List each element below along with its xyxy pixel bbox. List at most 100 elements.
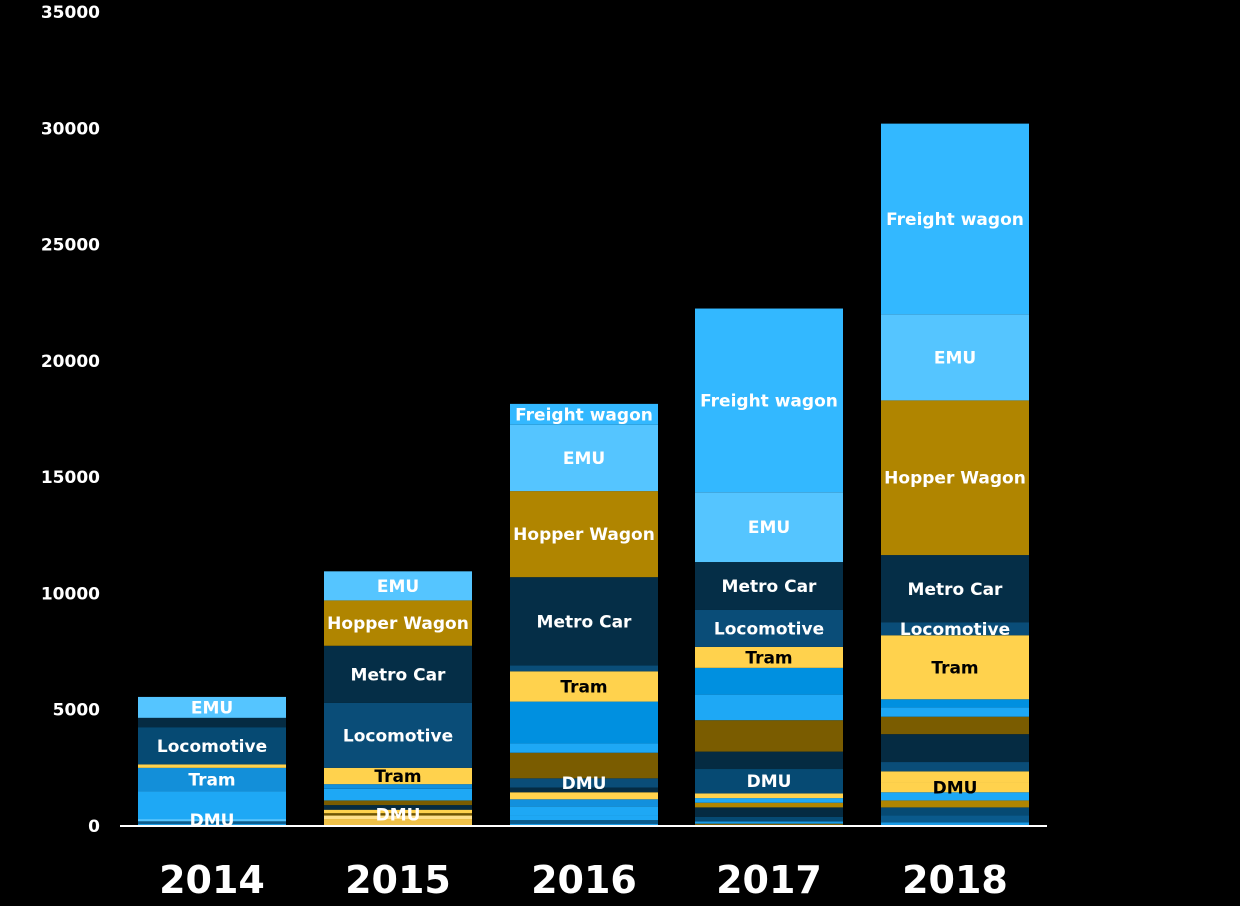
x-category-label: 2016	[531, 858, 637, 902]
bar-segment	[695, 308, 843, 493]
bar-segment	[510, 820, 658, 824]
bar-segment-label: EMU	[377, 577, 419, 597]
bar-segment	[881, 555, 1029, 623]
bar-segment-label: Hopper Wagon	[327, 614, 469, 634]
bar-stack-2017: DMU Tram Locomotive Metro Car EMU Freight wag…	[695, 308, 843, 826]
bar-segment-label: Freight wagon	[515, 405, 653, 425]
bar-segment	[324, 788, 472, 801]
bar-segment	[695, 562, 843, 610]
y-tick-label: 25000	[41, 236, 100, 256]
bar-segment-label: DMU	[933, 779, 978, 799]
bar-segment-label: Metro Car	[537, 612, 633, 632]
bar-segment-label: Metro Car	[722, 577, 818, 597]
x-category-label: 2017	[716, 858, 822, 902]
bar-segment	[324, 600, 472, 646]
bar-segment-label: Locomotive	[714, 619, 824, 639]
bar-segment-label: Locomotive	[900, 620, 1010, 640]
bar-segment	[324, 813, 472, 816]
bar-segment	[510, 701, 658, 744]
bar-segment	[695, 667, 843, 695]
bar-segment	[324, 819, 472, 826]
bar-segment	[324, 702, 472, 768]
bar-stack-2015: DMU Tram Locomotive Metro Car Hopper Wagon EM…	[324, 571, 472, 826]
bar-segment	[881, 782, 1029, 793]
bar-segment	[881, 400, 1029, 556]
bar-segment-label: Hopper Wagon	[884, 469, 1026, 489]
bar-segment	[510, 743, 658, 753]
bar-segment	[695, 807, 843, 817]
bar-segment-label: Hopper Wagon	[513, 525, 655, 545]
bar-segment	[881, 762, 1029, 772]
bar-segment	[881, 822, 1029, 826]
y-tick-label: 5000	[53, 701, 100, 721]
bar-segment	[138, 764, 286, 768]
bar-segment	[138, 819, 286, 822]
bar-segment	[510, 823, 658, 826]
bar-segment	[881, 807, 1029, 816]
bar-segment	[510, 787, 658, 793]
bar-segment	[695, 694, 843, 721]
bar-segment	[324, 645, 472, 703]
bar-segment	[881, 707, 1029, 717]
bar-segment	[138, 821, 286, 824]
y-tick-label: 0	[88, 817, 100, 837]
bar-segment	[510, 806, 658, 816]
bar-segment	[695, 492, 843, 563]
x-category-label: 2018	[902, 858, 1008, 902]
bar-segment	[510, 671, 658, 702]
bar-segment-label: DMU	[562, 774, 607, 794]
bar-segment	[510, 491, 658, 578]
bar-segment	[324, 805, 472, 810]
bar-segment	[695, 609, 843, 647]
bar-segment-label: Metro Car	[908, 580, 1004, 600]
bar-segment	[510, 424, 658, 492]
bar-segment	[881, 734, 1029, 763]
bar-segment	[881, 815, 1029, 823]
bar-segment-label: Tram	[560, 677, 607, 697]
bar-segment-label: Locomotive	[343, 726, 453, 746]
y-tick-label: 35000	[41, 3, 100, 23]
bar-segment	[510, 792, 658, 800]
bar-segment-label: Freight wagon	[886, 210, 1024, 230]
bar-stack-2016: DMU Tram Metro Car Hopper Wagon EMU Freight w…	[510, 403, 658, 826]
bar-segment	[881, 771, 1029, 783]
bar-segment	[881, 123, 1029, 315]
bar-segment	[695, 646, 843, 668]
bar-segment	[324, 767, 472, 785]
y-tick-label: 30000	[41, 119, 100, 139]
bar-segment	[881, 622, 1029, 636]
bar-segment	[881, 792, 1029, 801]
bar-segment	[695, 821, 843, 824]
bar-segment-label: Tram	[188, 770, 235, 790]
bar-segment	[695, 751, 843, 770]
bar-segment-label: Tram	[931, 658, 978, 678]
bar-segment	[695, 798, 843, 803]
bar-segment	[510, 815, 658, 821]
bar-segment	[510, 665, 658, 672]
bar-segment	[138, 767, 286, 792]
bar-segment-label: EMU	[563, 449, 605, 469]
x-category-label: 2014	[159, 858, 265, 902]
bar-segment	[881, 635, 1029, 700]
bar-segment	[510, 778, 658, 788]
bar-segment	[695, 816, 843, 822]
y-tick-label: 15000	[41, 468, 100, 488]
bar-segment-label: EMU	[934, 348, 976, 368]
y-tick-label: 10000	[41, 584, 100, 604]
bar-segment-label: EMU	[191, 698, 233, 718]
bar-segment	[324, 809, 472, 814]
x-category-label: 2015	[345, 858, 451, 902]
x-axis-categories: 2014 2015 2016 2017 2018	[159, 858, 1008, 902]
bar-segment-label: Tram	[374, 767, 421, 787]
bar-segment	[324, 815, 472, 820]
bar-segment	[695, 793, 843, 799]
bar-segment	[510, 799, 658, 807]
bar-segment	[881, 800, 1029, 808]
bar-segment-label: Metro Car	[351, 665, 447, 685]
bar-segment	[695, 769, 843, 794]
bar-segment	[138, 696, 286, 718]
bar-segment-label: Locomotive	[157, 737, 267, 757]
bar-segment	[138, 823, 286, 826]
bar-segment-label: Freight wagon	[700, 391, 838, 411]
bar-segment	[138, 717, 286, 728]
